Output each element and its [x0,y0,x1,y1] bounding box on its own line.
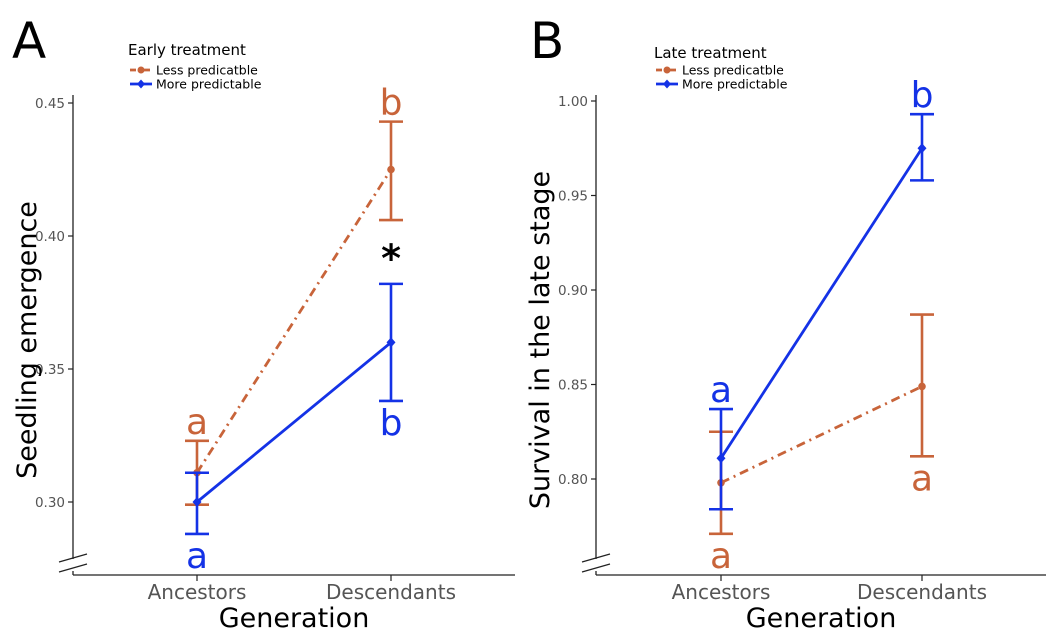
legend-label: More predictable [156,77,262,92]
series-line [719,147,924,459]
axis-break-mark [58,563,88,573]
series-line [720,385,923,485]
series-line [195,168,393,474]
legend-key-marker [137,79,145,89]
y-axis-title: Seedling emergence [12,201,43,479]
y-tick-label: 1.00 [558,94,588,110]
axis-break-gap [61,559,85,571]
y-tick-label: 0.45 [35,96,65,112]
axis-break-mark [581,563,611,573]
data-point [918,382,926,391]
data-point [716,453,726,464]
legend-label: More predictable [682,77,788,92]
panel-b: B 0.80 0.85 0.90 0.95 1.00 Ancestors Descendant… [525,12,1046,628]
y-tick-label: 0.35 [35,362,65,378]
data-point [917,143,927,154]
panel-label: A [12,12,46,70]
panel-label: B [530,12,564,70]
x-tick-label: Ancestors [148,580,247,604]
axis-break-gap [584,559,608,571]
significance-letter: b [380,83,403,124]
y-axis-title: Survival in the late stage [525,171,556,509]
significance-letter: b [911,75,934,116]
y-tick-label: 0.90 [558,283,588,299]
legend-title: Late treatment [654,44,767,62]
legend-key-marker [663,79,671,89]
legend-label: Less predicatble [682,63,784,78]
series-less: aa [709,313,934,577]
data-point [386,337,396,348]
data-point [192,497,202,507]
significance-letter: a [710,536,732,577]
legend-title: Early treatment [128,41,246,59]
x-tick-label: Ancestors [672,580,771,604]
significance-letter: a [186,402,208,443]
y-tick-label: 0.40 [35,229,65,245]
significance-letter: a [710,370,732,411]
panel-a: A 0.30 0.35 0.40 0.45 Ancestors DescendantsGen… [12,12,515,628]
axis-break-mark [58,553,88,563]
y-tick-label: 0.95 [558,189,588,205]
x-axis-title: Generation [219,603,370,628]
y-tick-label: 0.80 [558,472,588,488]
significance-letter: b [380,403,403,444]
series-more: ab [185,282,403,577]
significance-letter: a [186,536,208,577]
significance-asterisk: * [381,236,401,280]
axis-break-mark [581,553,611,563]
x-axis-title: Generation [746,603,897,628]
legend-key-marker [137,66,145,74]
series-more: ab [709,75,934,511]
y-tick-label: 0.85 [558,378,588,394]
legend-key-marker [663,66,671,74]
x-tick-label: Descendants [857,580,987,604]
series-less: ab [185,83,403,506]
x-tick-label: Descendants [326,580,456,604]
y-tick-label: 0.30 [35,495,65,511]
data-point [387,165,395,174]
legend-label: Less predicatble [156,63,258,78]
series-line [196,341,392,504]
significance-letter: a [911,458,933,499]
